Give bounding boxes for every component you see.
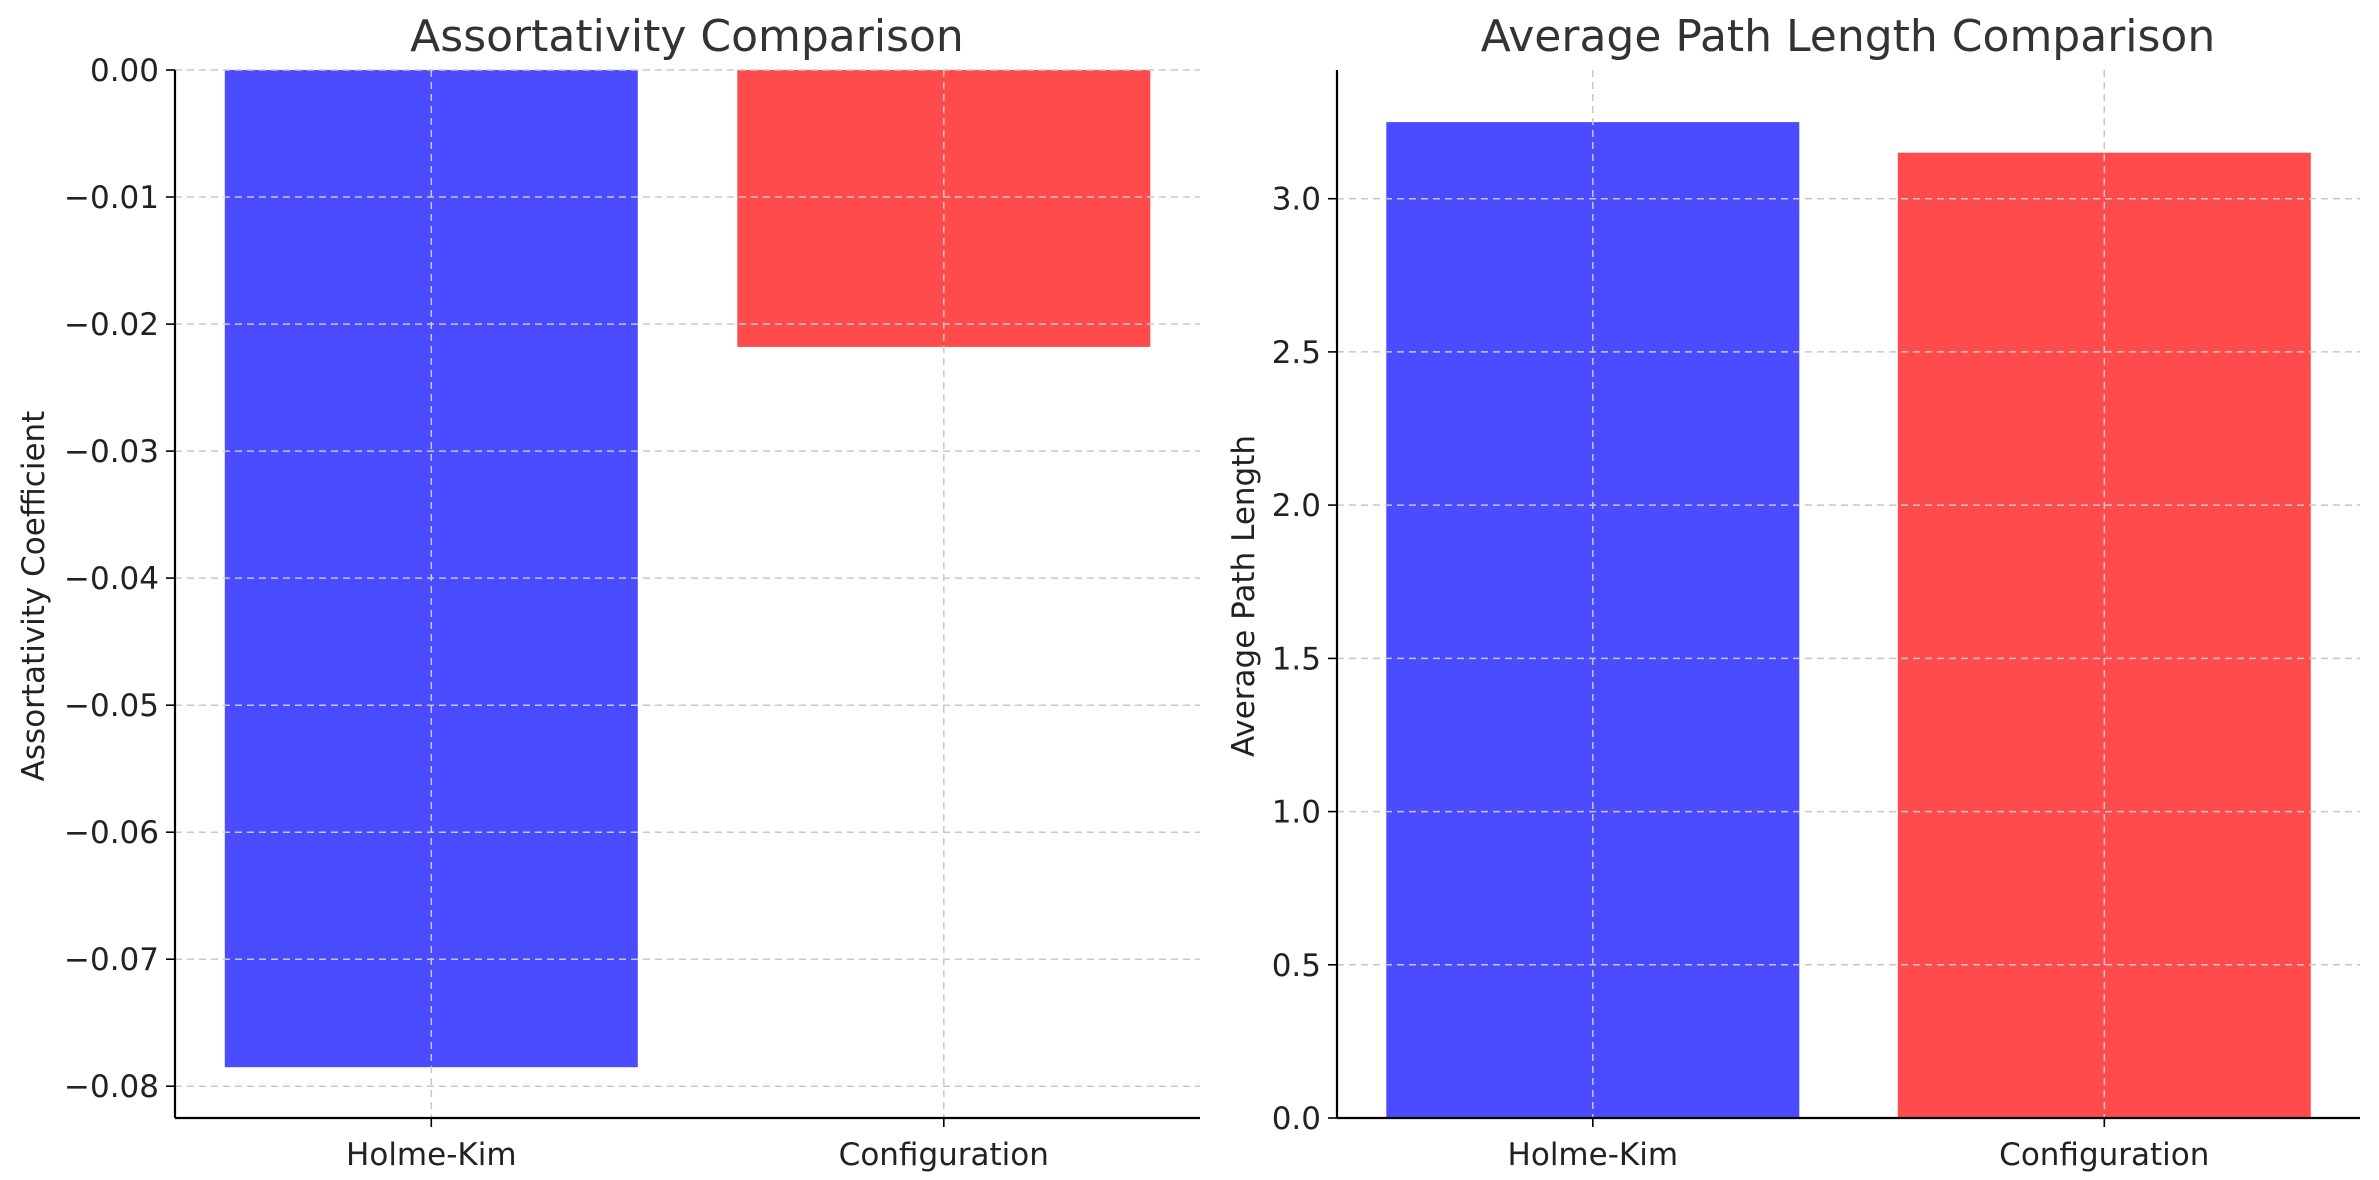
y-tick-label: 1.0 — [1272, 795, 1321, 831]
y-tick-label: −0.03 — [64, 434, 159, 470]
y-tick-label: −0.01 — [64, 180, 159, 216]
bar-holme-kim — [1386, 122, 1800, 1119]
chart-title: Assortativity Comparison — [410, 11, 964, 62]
x-tick-label: Configuration — [1999, 1137, 2209, 1173]
y-tick-label: −0.06 — [64, 815, 159, 851]
x-tick-label: Holme-Kim — [1508, 1137, 1679, 1173]
y-tick-label: 0.00 — [90, 53, 159, 89]
y-tick-label: 1.5 — [1272, 641, 1321, 677]
y-tick-label: 2.0 — [1272, 488, 1321, 524]
assortativity-panel: Assortativity Comparison Assortativity C… — [16, 11, 1200, 1173]
x-tick-label: Holme-Kim — [346, 1137, 517, 1173]
y-axis-label: Average Path Length — [1226, 435, 1262, 757]
x-tick-label: Configuration — [839, 1137, 1049, 1173]
y-tick-label: 2.5 — [1272, 335, 1321, 371]
y-tick-label: −0.05 — [64, 688, 159, 724]
y-tick-label: 3.0 — [1272, 182, 1321, 218]
y-tick-label: −0.08 — [64, 1069, 159, 1105]
y-tick-label: 0.5 — [1272, 948, 1321, 984]
y-tick-label: −0.07 — [64, 942, 159, 978]
y-tick-label: −0.02 — [64, 307, 159, 343]
y-tick-label: 0.0 — [1272, 1101, 1321, 1137]
path-length-panel: Average Path Length Comparison Average P… — [1226, 11, 2360, 1173]
y-tick-label: −0.04 — [64, 561, 159, 597]
y-axis-label: Assortativity Coefficient — [16, 411, 52, 782]
chart-title: Average Path Length Comparison — [1481, 11, 2216, 62]
